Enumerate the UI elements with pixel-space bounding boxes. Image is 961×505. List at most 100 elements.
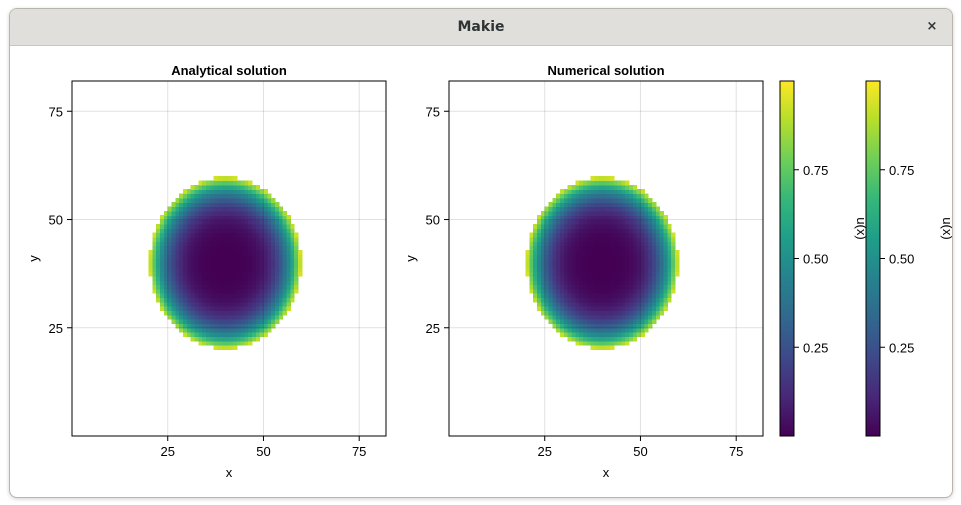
heatmap-cell [240,310,245,316]
heatmap-cell [590,284,596,290]
heatmap-cell [556,275,561,281]
heatmap-cell [194,228,199,234]
heatmap-cell [613,223,619,229]
heatmap-cell [648,223,653,229]
heatmap-cell [556,232,561,238]
heatmap-cell [244,245,249,251]
heatmap-cell [255,284,261,290]
heatmap-cell [667,232,672,238]
heatmap-cell [586,193,592,199]
heatmap-cell [640,284,645,290]
heatmap-cell [644,206,649,212]
heatmap-cell [175,288,180,294]
heatmap-cell [244,327,249,333]
heatmap-cell [263,193,268,199]
heatmap-cell [294,288,299,294]
heatmap-cell [186,202,192,208]
heatmap-cell [537,280,542,286]
heatmap-cell [586,340,592,346]
colorbar-tick-label: 0.25 [889,340,914,355]
heatmap-cell [590,197,596,203]
heatmap-cell [544,262,550,268]
heatmap-cell [232,301,238,307]
heatmap-cell [560,228,565,234]
heatmap-cell [286,297,291,303]
heatmap-cell [594,215,599,221]
heatmap-cell [274,210,280,216]
heatmap-cell [183,297,188,303]
heatmap-cell [609,210,615,216]
heatmap-cell [251,319,257,325]
heatmap-cell [563,319,569,325]
heatmap-cell [628,332,634,338]
heatmap-cell [625,288,630,294]
heatmap-cell [286,245,291,251]
heatmap-cell [644,245,649,251]
heatmap-cell [640,288,645,294]
heatmap-cell [206,241,211,247]
heatmap-cell [556,306,561,312]
heatmap-cell [267,275,272,281]
heatmap-cell [613,219,619,225]
heatmap-cell [179,306,184,312]
heatmap-cell [251,241,257,247]
heatmap-cell [663,288,668,294]
heatmap-cell [186,310,192,316]
heatmap-cell [613,310,619,316]
heatmap-cell [590,215,596,221]
heatmap-cell [625,314,630,320]
heatmap-cell [171,254,176,260]
colorbar-tick-label: 0.75 [889,163,914,178]
heatmap-cell [183,284,188,290]
heatmap-cell [636,232,642,238]
heatmap-cell [225,197,230,203]
heatmap-cell [613,332,619,338]
heatmap-cell [671,254,676,260]
heatmap-cell [632,232,638,238]
heatmap-cell [552,223,557,229]
heatmap-cell [255,210,261,216]
heatmap-cell [240,288,245,294]
heatmap-cell [659,280,665,286]
heatmap-cell [544,288,550,294]
heatmap-cell [229,284,234,290]
close-icon[interactable]: × [926,19,938,34]
heatmap-cell [583,280,588,286]
heatmap-cell [632,219,638,225]
heatmap-cell [632,223,638,229]
heatmap-cell [198,215,203,221]
heatmap-cell [598,258,603,264]
colorbar-gradient [779,80,795,437]
heatmap-cell [628,245,634,251]
heatmap-cell [560,241,565,247]
heatmap-cell [278,219,284,225]
heatmap-cell [602,241,607,247]
heatmap-cell [548,215,553,221]
heatmap-cell [271,275,276,281]
heatmap-cell [594,176,599,182]
heatmap-cell [190,184,196,190]
heatmap-cell [644,275,649,281]
heatmap-cell [198,288,203,294]
heatmap-cell [183,327,188,333]
heatmap-cell [202,219,207,225]
heatmap-cell [606,336,611,342]
heatmap-cell [548,245,553,251]
heatmap-cell [567,284,573,290]
heatmap-cell [198,232,203,238]
heatmap-cell [628,323,634,329]
heatmap-cell [225,254,230,260]
heatmap-cell [632,249,638,255]
heatmap-cell [202,245,207,251]
heatmap-cell [571,254,576,260]
heatmap-cell [290,280,295,286]
heatmap-cell [221,327,226,333]
heatmap-cell [655,215,661,221]
heatmap-cell [240,189,245,195]
heatmap-cell [206,293,211,299]
heatmap-cell [167,228,173,234]
heatmap-cell [548,314,553,320]
heatmap-cell [244,210,249,216]
heatmap-cell [644,319,649,325]
heatmap-cell [563,267,569,273]
